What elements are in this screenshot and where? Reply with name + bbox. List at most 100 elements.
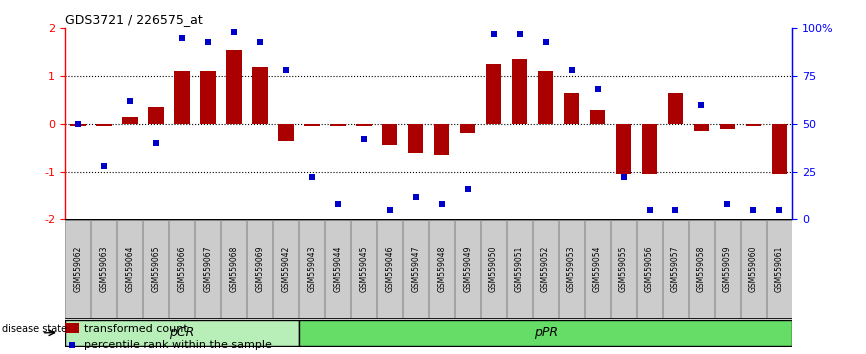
FancyBboxPatch shape xyxy=(689,221,714,318)
FancyBboxPatch shape xyxy=(456,221,480,318)
FancyBboxPatch shape xyxy=(326,221,350,318)
Text: GSM559067: GSM559067 xyxy=(204,246,212,292)
Bar xyxy=(278,124,294,141)
Point xyxy=(253,39,267,45)
FancyBboxPatch shape xyxy=(299,320,792,346)
Text: GSM559057: GSM559057 xyxy=(671,246,680,292)
Text: GSM559068: GSM559068 xyxy=(229,246,238,292)
Point xyxy=(409,194,423,199)
Text: GSM559059: GSM559059 xyxy=(723,246,732,292)
FancyBboxPatch shape xyxy=(533,221,558,318)
Bar xyxy=(382,124,397,145)
FancyBboxPatch shape xyxy=(507,221,532,318)
FancyBboxPatch shape xyxy=(144,221,168,318)
Point xyxy=(175,35,189,41)
FancyBboxPatch shape xyxy=(481,221,506,318)
Bar xyxy=(65,323,79,333)
Point xyxy=(331,201,345,207)
FancyBboxPatch shape xyxy=(274,221,298,318)
Text: GSM559042: GSM559042 xyxy=(281,246,290,292)
Text: GSM559054: GSM559054 xyxy=(593,246,602,292)
FancyBboxPatch shape xyxy=(404,221,428,318)
Bar xyxy=(642,124,657,174)
Bar xyxy=(512,59,527,124)
Point xyxy=(721,201,734,207)
FancyBboxPatch shape xyxy=(248,221,272,318)
FancyBboxPatch shape xyxy=(378,221,402,318)
Point xyxy=(227,29,241,35)
FancyBboxPatch shape xyxy=(559,221,584,318)
Text: disease state: disease state xyxy=(2,324,67,334)
Point xyxy=(772,207,786,213)
Text: GSM559047: GSM559047 xyxy=(411,246,420,292)
Bar xyxy=(538,71,553,124)
Text: GSM559044: GSM559044 xyxy=(333,246,342,292)
Bar xyxy=(434,124,449,155)
Point xyxy=(643,207,656,213)
FancyBboxPatch shape xyxy=(611,221,636,318)
FancyBboxPatch shape xyxy=(66,221,90,318)
Text: GSM559048: GSM559048 xyxy=(437,246,446,292)
FancyBboxPatch shape xyxy=(196,221,220,318)
Text: GSM559065: GSM559065 xyxy=(152,246,160,292)
Bar xyxy=(330,124,346,126)
Text: GSM559043: GSM559043 xyxy=(307,246,316,292)
Point xyxy=(617,175,630,180)
Point xyxy=(279,68,293,73)
Bar xyxy=(304,124,320,126)
Bar xyxy=(720,124,735,129)
FancyBboxPatch shape xyxy=(65,320,299,346)
Bar xyxy=(174,71,190,124)
Text: GSM559062: GSM559062 xyxy=(74,246,82,292)
Bar xyxy=(746,124,761,126)
Text: GSM559051: GSM559051 xyxy=(515,246,524,292)
Text: GSM559046: GSM559046 xyxy=(385,246,394,292)
FancyBboxPatch shape xyxy=(715,221,740,318)
Text: GSM559064: GSM559064 xyxy=(126,246,134,292)
Point xyxy=(565,68,578,73)
Text: GSM559066: GSM559066 xyxy=(178,246,186,292)
Point xyxy=(487,31,501,37)
FancyBboxPatch shape xyxy=(352,221,376,318)
Bar xyxy=(70,124,86,126)
Point xyxy=(305,175,319,180)
Point xyxy=(669,207,682,213)
Bar xyxy=(564,93,579,124)
Point xyxy=(695,102,708,108)
Point xyxy=(539,39,553,45)
Bar xyxy=(668,93,683,124)
Text: GSM559053: GSM559053 xyxy=(567,246,576,292)
Point xyxy=(591,87,604,92)
Point xyxy=(357,136,371,142)
Bar xyxy=(486,64,501,124)
Text: GSM559045: GSM559045 xyxy=(359,246,368,292)
Bar xyxy=(122,117,138,124)
Bar xyxy=(226,50,242,124)
Text: GDS3721 / 226575_at: GDS3721 / 226575_at xyxy=(65,13,203,26)
Point xyxy=(746,207,760,213)
FancyBboxPatch shape xyxy=(430,221,454,318)
Point xyxy=(71,121,85,127)
FancyBboxPatch shape xyxy=(222,221,246,318)
Text: GSM559055: GSM559055 xyxy=(619,246,628,292)
Point xyxy=(123,98,137,104)
Text: GSM559049: GSM559049 xyxy=(463,246,472,292)
FancyBboxPatch shape xyxy=(300,221,324,318)
Bar xyxy=(200,71,216,124)
Bar xyxy=(694,124,709,131)
Text: GSM559063: GSM559063 xyxy=(100,246,108,292)
FancyBboxPatch shape xyxy=(585,221,610,318)
FancyBboxPatch shape xyxy=(741,221,766,318)
Point xyxy=(383,207,397,213)
Text: GSM559060: GSM559060 xyxy=(749,246,758,292)
Text: GSM559061: GSM559061 xyxy=(775,246,784,292)
Text: pPR: pPR xyxy=(533,326,558,339)
FancyBboxPatch shape xyxy=(767,221,792,318)
Text: GSM559069: GSM559069 xyxy=(255,246,264,292)
Point xyxy=(513,31,527,37)
Point xyxy=(97,163,111,169)
Bar xyxy=(408,124,423,153)
Bar xyxy=(772,124,787,174)
Point xyxy=(201,39,215,45)
Text: GSM559052: GSM559052 xyxy=(541,246,550,292)
